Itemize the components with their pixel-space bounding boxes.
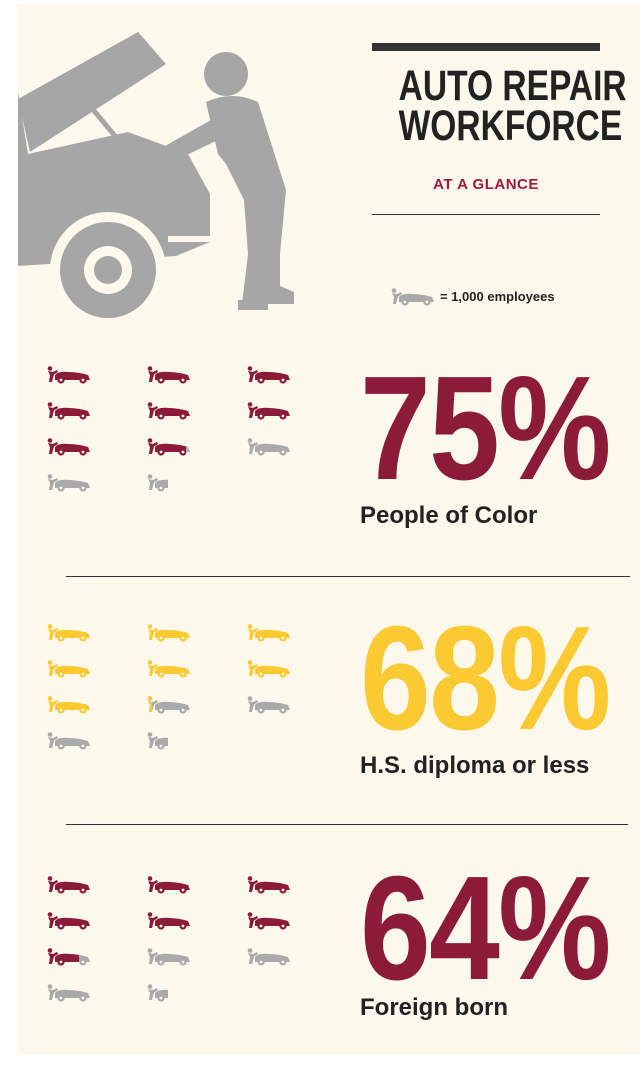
mechanic-car-icon <box>246 660 292 683</box>
stat-label-hs-diploma: H.S. diploma or less <box>360 752 590 779</box>
mechanic-car-icon <box>246 876 292 899</box>
mechanic-car-icon <box>246 438 292 461</box>
title-top-bar <box>372 43 600 51</box>
infographic-card: AUTO REPAIR WORKFORCE AT A GLANCE = 1,00… <box>18 4 640 1054</box>
stat-percent-hs-diploma: 68% <box>360 596 611 761</box>
mechanic-car-icon <box>246 948 292 971</box>
mechanic-car-icon <box>246 402 292 425</box>
mechanic-car-icon <box>146 876 192 899</box>
stat-label-people-of-color: People of Color <box>360 502 538 529</box>
mechanic-car-icon <box>46 438 92 461</box>
page-subtitle: AT A GLANCE <box>433 176 539 193</box>
mechanic-car-illustration <box>18 32 294 324</box>
mechanic-car-icon <box>46 912 92 935</box>
title-line-1: AUTO REPAIR <box>398 62 627 110</box>
title-divider <box>372 214 600 215</box>
mechanic-car-icon <box>46 660 92 683</box>
mechanic-car-icon <box>246 624 292 647</box>
mechanic-car-icon <box>146 696 192 714</box>
mechanic-car-icon <box>46 474 92 497</box>
mechanic-car-icon <box>46 984 92 1007</box>
title-line-2: WORKFORCE <box>398 102 623 150</box>
page-title: AUTO REPAIR WORKFORCE <box>398 62 627 150</box>
mechanic-car-icon <box>46 696 92 719</box>
stat-percent-people-of-color: 75% <box>360 346 611 511</box>
mechanic-car-icon <box>146 912 192 935</box>
mechanic-car-icon <box>246 912 292 935</box>
mechanic-car-icon <box>146 402 192 425</box>
stat-percent-foreign-born: 64% <box>360 846 611 1011</box>
mechanic-car-icon <box>46 402 92 425</box>
section-divider <box>66 576 630 577</box>
mechanic-car-icon <box>46 948 92 966</box>
section-divider <box>66 824 628 825</box>
mechanic-car-icon <box>146 732 190 755</box>
mechanic-car-icon <box>146 624 192 647</box>
mechanic-car-icon <box>46 732 92 755</box>
mechanic-car-icon <box>46 876 92 899</box>
mechanic-car-icon <box>146 438 192 456</box>
mechanic-car-icon <box>146 366 192 389</box>
mechanic-car-icon <box>146 948 192 971</box>
mechanic-car-icon <box>46 366 92 389</box>
legend-text: = 1,000 employees <box>440 289 555 304</box>
mechanic-car-icon <box>246 366 292 389</box>
mechanic-car-icon <box>246 696 292 719</box>
mechanic-car-icon <box>146 984 190 1007</box>
mechanic-car-icon <box>46 624 92 647</box>
mechanic-car-icon <box>146 474 190 497</box>
stat-label-foreign-born: Foreign born <box>360 994 508 1021</box>
mechanic-car-icon <box>146 660 192 683</box>
mechanic-car-icon <box>390 288 436 311</box>
